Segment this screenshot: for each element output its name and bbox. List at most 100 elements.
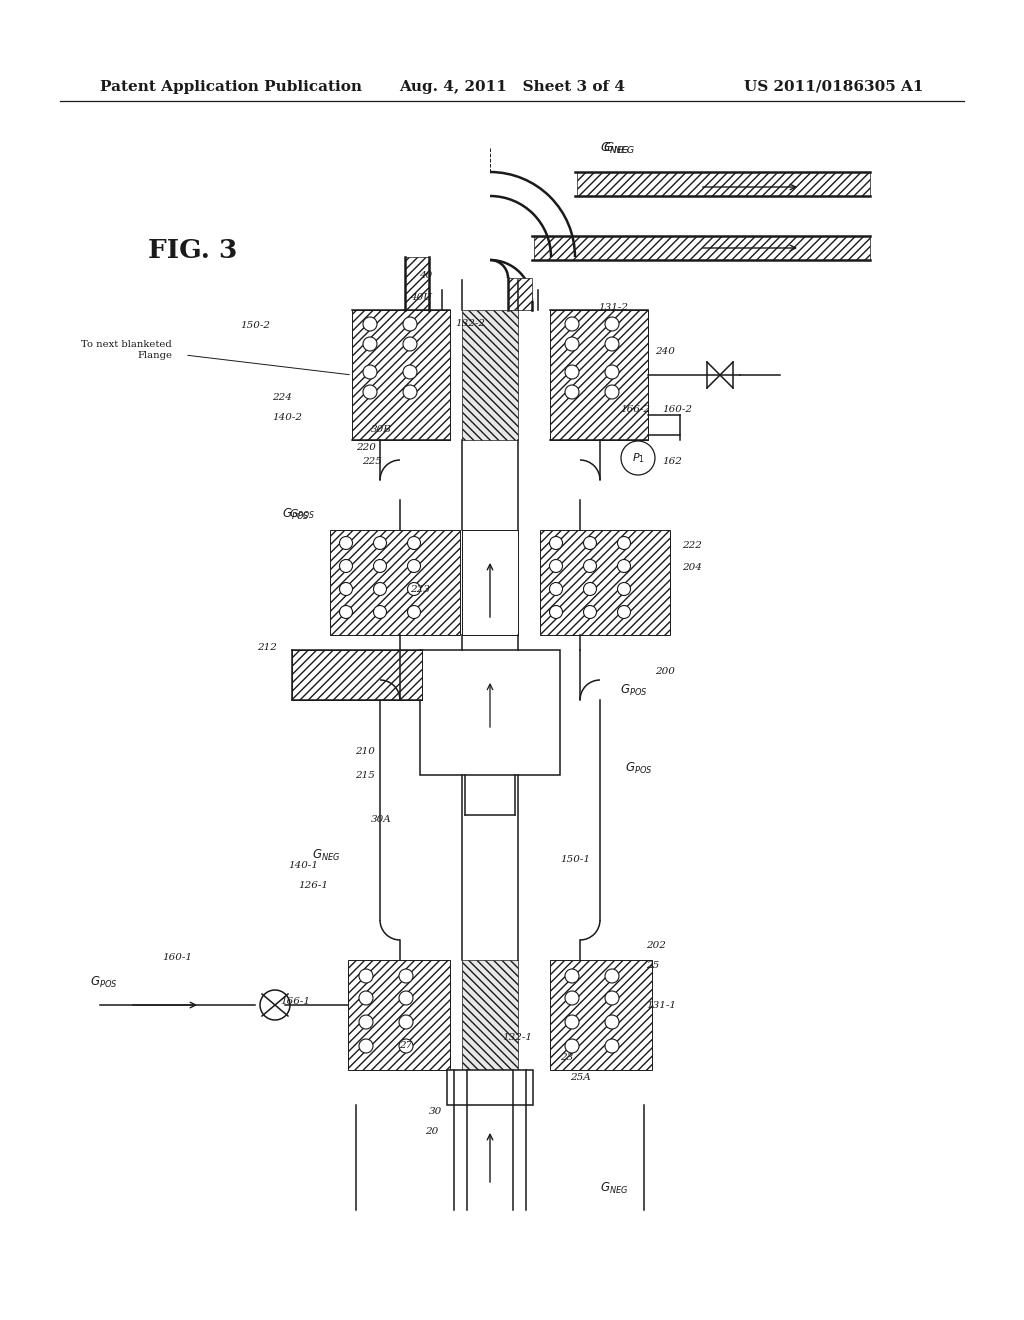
Circle shape xyxy=(362,385,377,399)
Polygon shape xyxy=(330,531,460,635)
Circle shape xyxy=(399,1015,413,1030)
Text: 20: 20 xyxy=(425,1127,438,1137)
Circle shape xyxy=(621,441,655,475)
Text: 160-1: 160-1 xyxy=(162,953,193,962)
Circle shape xyxy=(340,536,352,549)
Circle shape xyxy=(605,969,618,983)
Circle shape xyxy=(617,536,631,549)
Text: 166-2: 166-2 xyxy=(620,405,650,414)
Circle shape xyxy=(403,317,417,331)
Circle shape xyxy=(340,560,352,573)
Circle shape xyxy=(550,560,562,573)
Circle shape xyxy=(408,582,421,595)
Circle shape xyxy=(399,991,413,1005)
Circle shape xyxy=(605,991,618,1005)
Polygon shape xyxy=(406,257,429,310)
Text: 23: 23 xyxy=(560,1053,573,1063)
Text: Patent Application Publication: Patent Application Publication xyxy=(100,81,362,94)
Text: 150-2: 150-2 xyxy=(240,322,270,330)
Text: 222: 222 xyxy=(682,540,701,549)
Text: 126-1: 126-1 xyxy=(298,880,328,890)
Text: US 2011/0186305 A1: US 2011/0186305 A1 xyxy=(744,81,924,94)
Circle shape xyxy=(565,366,579,379)
Circle shape xyxy=(605,385,618,399)
Circle shape xyxy=(362,366,377,379)
Circle shape xyxy=(605,337,618,351)
Circle shape xyxy=(550,582,562,595)
Text: 140-1: 140-1 xyxy=(288,861,318,870)
Polygon shape xyxy=(534,236,870,260)
Text: 30: 30 xyxy=(429,1107,442,1117)
Circle shape xyxy=(408,606,421,619)
Text: 166-1: 166-1 xyxy=(280,998,310,1006)
Polygon shape xyxy=(462,960,518,1071)
Circle shape xyxy=(359,1015,373,1030)
Polygon shape xyxy=(447,1071,534,1105)
Circle shape xyxy=(359,969,373,983)
Polygon shape xyxy=(292,649,422,700)
Circle shape xyxy=(605,366,618,379)
Circle shape xyxy=(399,969,413,983)
Circle shape xyxy=(362,317,377,331)
Text: 30A: 30A xyxy=(372,816,392,825)
Circle shape xyxy=(403,337,417,351)
Polygon shape xyxy=(508,279,532,310)
Text: $G_{POS}$: $G_{POS}$ xyxy=(620,682,647,697)
Text: $P_1$: $P_1$ xyxy=(632,451,644,465)
Circle shape xyxy=(359,991,373,1005)
Circle shape xyxy=(605,1015,618,1030)
Text: 40U: 40U xyxy=(410,293,432,302)
Circle shape xyxy=(617,606,631,619)
Circle shape xyxy=(260,990,290,1020)
Text: 225: 225 xyxy=(362,458,382,466)
Polygon shape xyxy=(540,531,670,635)
Text: 140-2: 140-2 xyxy=(272,413,302,422)
Circle shape xyxy=(374,582,386,595)
Text: FIG. 3: FIG. 3 xyxy=(148,238,238,263)
Text: 131-1: 131-1 xyxy=(646,1001,676,1010)
Text: 240: 240 xyxy=(655,347,675,356)
Circle shape xyxy=(605,1039,618,1053)
Text: Aug. 4, 2011   Sheet 3 of 4: Aug. 4, 2011 Sheet 3 of 4 xyxy=(399,81,625,94)
Polygon shape xyxy=(577,172,870,195)
Circle shape xyxy=(565,991,579,1005)
Polygon shape xyxy=(462,310,518,440)
Text: $G_{NEG}$: $G_{NEG}$ xyxy=(600,140,630,156)
Circle shape xyxy=(584,560,597,573)
Text: 224: 224 xyxy=(272,393,292,403)
Polygon shape xyxy=(420,649,560,775)
Polygon shape xyxy=(550,960,652,1071)
Text: $G_{NEG}$: $G_{NEG}$ xyxy=(311,847,340,862)
Circle shape xyxy=(340,606,352,619)
Circle shape xyxy=(565,337,579,351)
Text: 131-2: 131-2 xyxy=(598,304,628,313)
Text: 25A: 25A xyxy=(570,1073,591,1082)
Circle shape xyxy=(340,582,352,595)
Circle shape xyxy=(403,385,417,399)
Circle shape xyxy=(565,1039,579,1053)
Text: 40: 40 xyxy=(419,271,432,280)
Circle shape xyxy=(362,337,377,351)
Text: 204: 204 xyxy=(682,564,701,573)
Circle shape xyxy=(359,1039,373,1053)
Text: 132-2: 132-2 xyxy=(455,318,485,327)
Circle shape xyxy=(617,560,631,573)
Text: $G_{NEG}$: $G_{NEG}$ xyxy=(600,1180,629,1196)
Circle shape xyxy=(617,582,631,595)
Circle shape xyxy=(374,560,386,573)
Text: 162: 162 xyxy=(662,458,682,466)
Text: 223: 223 xyxy=(411,586,430,594)
Text: 210: 210 xyxy=(355,747,375,756)
Text: $G_{NEG}$: $G_{NEG}$ xyxy=(603,140,635,156)
Text: $G_{POS}$: $G_{POS}$ xyxy=(90,974,118,990)
Text: To next blanketed
Flange: To next blanketed Flange xyxy=(81,341,172,360)
Circle shape xyxy=(550,606,562,619)
Circle shape xyxy=(374,606,386,619)
Text: 150-1: 150-1 xyxy=(560,855,590,865)
Circle shape xyxy=(584,582,597,595)
Polygon shape xyxy=(550,310,648,440)
Circle shape xyxy=(550,536,562,549)
Text: 160-2: 160-2 xyxy=(662,405,692,414)
Text: $G_{POS}$: $G_{POS}$ xyxy=(625,760,652,776)
Text: 212: 212 xyxy=(257,644,278,652)
